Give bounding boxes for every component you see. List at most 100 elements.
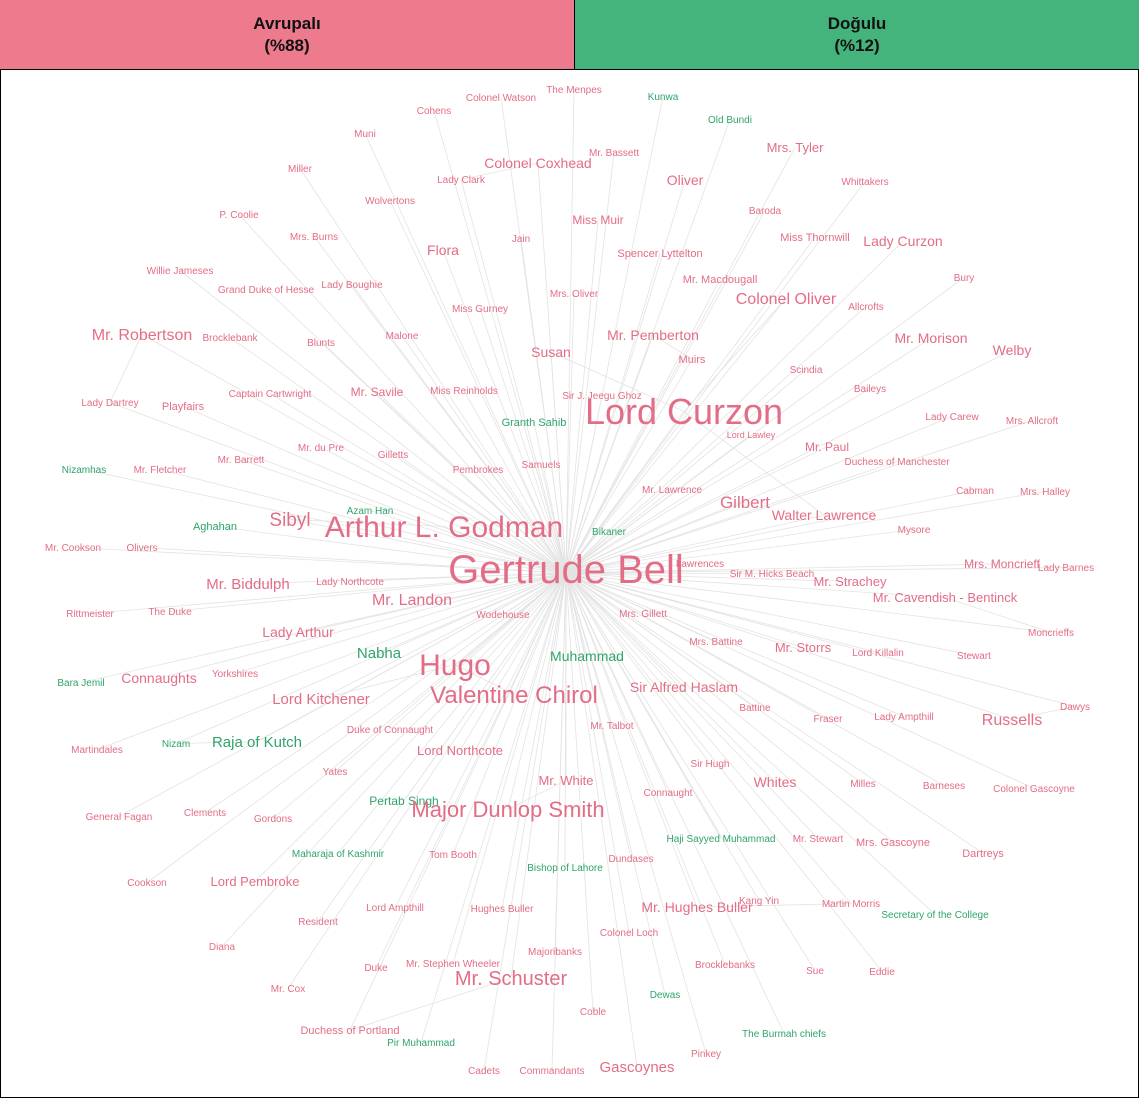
edge-major-dunlop-smith xyxy=(507,572,567,810)
edge-tom-booth xyxy=(452,572,567,855)
edge-martindales xyxy=(96,572,567,750)
edge-bara-jemil xyxy=(80,572,567,683)
node-sir-j-jeegu-ghoz: Sir J. Jeegu Ghoz xyxy=(562,391,641,402)
node-fraser: Fraser xyxy=(814,714,844,725)
node-mr-savile: Mr. Savile xyxy=(351,385,404,399)
edge-playfairs xyxy=(182,405,567,574)
node-arthur-l-godman: Arthur L. Godman xyxy=(325,511,563,544)
node-lord-kitchener: Lord Kitchener xyxy=(272,691,370,708)
node-mr-robertson: Mr. Robertson xyxy=(92,327,192,344)
edge-mrs-oliver xyxy=(565,293,575,574)
node-duchess-of-manchester: Duchess of Manchester xyxy=(844,457,950,468)
header-eastern: Doğulu (%12) xyxy=(575,0,1139,70)
edge-colonel-loch xyxy=(565,572,630,933)
edge-moncrieffs xyxy=(565,572,1052,633)
edge-barneses xyxy=(565,572,945,786)
edge-mr-stephen-wheeler xyxy=(452,572,567,964)
node-lord-curzon: Lord Curzon xyxy=(585,391,783,432)
header-european-title: Avrupalı xyxy=(253,13,321,33)
node-battine: Battine xyxy=(739,703,771,714)
edge-gordons xyxy=(272,572,567,819)
edge-bishop-of-lahore xyxy=(564,572,567,868)
node-pertab-singh: Pertab Singh xyxy=(369,794,438,808)
edge-pinkey xyxy=(565,572,707,1054)
node-susan: Susan xyxy=(531,344,571,360)
edge-yates xyxy=(334,572,567,772)
edge-diana xyxy=(221,572,567,947)
node-the-menpes: The Menpes xyxy=(546,85,602,96)
edge-mr-bassett xyxy=(565,152,615,574)
node-mrs-burns: Mrs. Burns xyxy=(290,232,338,243)
node-yorkshires: Yorkshires xyxy=(212,669,258,680)
edge-the-menpes xyxy=(565,89,575,574)
edge-baroda xyxy=(565,210,766,574)
node-wolvertons: Wolvertons xyxy=(365,196,415,207)
node-mrs-oliver: Mrs. Oliver xyxy=(550,289,599,300)
node-pinkey: Pinkey xyxy=(691,1049,721,1060)
edge-mr-pemberton xyxy=(565,334,654,574)
edge-duchess-of-manchester xyxy=(565,461,898,574)
edge-milles xyxy=(565,572,864,784)
node-mr-barrett: Mr. Barrett xyxy=(218,455,265,466)
edge-mr-cavendish-bentinck-moncrieffs xyxy=(944,597,1052,633)
edge-valentine-chirol xyxy=(513,572,567,695)
edge-mr-storrs xyxy=(565,572,804,648)
node-miss-thornwill: Miss Thornwill xyxy=(780,232,849,244)
edge-miss-gurney xyxy=(479,308,567,574)
node-duchess-of-portland: Duchess of Portland xyxy=(300,1025,399,1037)
node-milles: Milles xyxy=(850,779,876,790)
node-oliver: Oliver xyxy=(667,172,704,188)
edge-lord-pembroke xyxy=(254,572,567,882)
node-connaughts: Connaughts xyxy=(121,670,197,686)
node-rittmeister: Rittmeister xyxy=(66,609,114,620)
edge-spencer-lyttelton xyxy=(565,253,661,574)
node-mrs-gillett: Mrs. Gillett xyxy=(619,609,667,620)
node-cookson: Cookson xyxy=(127,878,166,889)
edge-mr-landon xyxy=(411,572,567,600)
edge-wolvertons xyxy=(389,200,567,574)
node-lady-ampthill: Lady Ampthill xyxy=(874,712,933,723)
edge-gilbert xyxy=(565,501,746,574)
edge-olivers xyxy=(141,547,567,574)
edge-mr-cox xyxy=(287,572,567,989)
edge-mr-lawrence xyxy=(565,489,673,574)
node-mrs-moncrieff: Mrs. Moncrieff xyxy=(964,557,1040,571)
node-lord-ampthill: Lord Ampthill xyxy=(366,903,424,914)
node-mr-talbot: Mr. Talbot xyxy=(590,721,633,732)
node-raja-of-kutch: Raja of Kutch xyxy=(212,734,302,751)
edge-mr-strachey xyxy=(565,572,851,582)
edge-malone xyxy=(401,335,567,574)
node-martin-morris: Martin Morris xyxy=(822,899,880,910)
edge-lady-barnes xyxy=(565,567,1067,574)
node-coble: Coble xyxy=(580,1007,607,1018)
edge-mr-cavendish-bentinck xyxy=(565,572,946,598)
node-lord-lawley: Lord Lawley xyxy=(727,430,776,440)
node-miss-gurney: Miss Gurney xyxy=(452,304,508,315)
node-mr-cox: Mr. Cox xyxy=(271,984,305,995)
edge-bikaner xyxy=(565,531,610,574)
node-brocklebanks: Brocklebanks xyxy=(695,960,755,971)
node-grand-duke-of-hesse: Grand Duke of Hesse xyxy=(218,285,315,296)
node-valentine-chirol: Valentine Chirol xyxy=(430,682,598,709)
edge-lady-boughie xyxy=(351,284,567,574)
node-secretary-of-the-college: Secretary of the College xyxy=(881,910,989,921)
edge-coble xyxy=(565,572,594,1012)
edge-lord-curzon-walter-lawrence xyxy=(683,411,825,516)
node-aghahan: Aghahan xyxy=(193,521,237,533)
edge-samuels xyxy=(540,464,567,574)
node-miller: Miller xyxy=(288,164,313,175)
node-mr-stephen-wheeler: Mr. Stephen Wheeler xyxy=(406,959,501,970)
node-mr-biddulph: Mr. Biddulph xyxy=(206,576,289,593)
edge-arthur-l-godman xyxy=(443,526,567,574)
edge-scindia xyxy=(565,369,807,574)
node-muirs: Muirs xyxy=(679,354,706,366)
node-the-burmah-chiefs: The Burmah chiefs xyxy=(742,1029,826,1040)
node-lord-pembroke: Lord Pembroke xyxy=(211,874,300,889)
node-lady-carew: Lady Carew xyxy=(925,412,979,423)
node-samuels: Samuels xyxy=(522,460,561,471)
edge-azam-han xyxy=(369,510,567,574)
edge-duchess-of-portland xyxy=(349,572,567,1031)
node-mrs-tyler: Mrs. Tyler xyxy=(767,140,824,155)
node-whites: Whites xyxy=(754,774,797,790)
node-diana: Diana xyxy=(209,942,236,953)
